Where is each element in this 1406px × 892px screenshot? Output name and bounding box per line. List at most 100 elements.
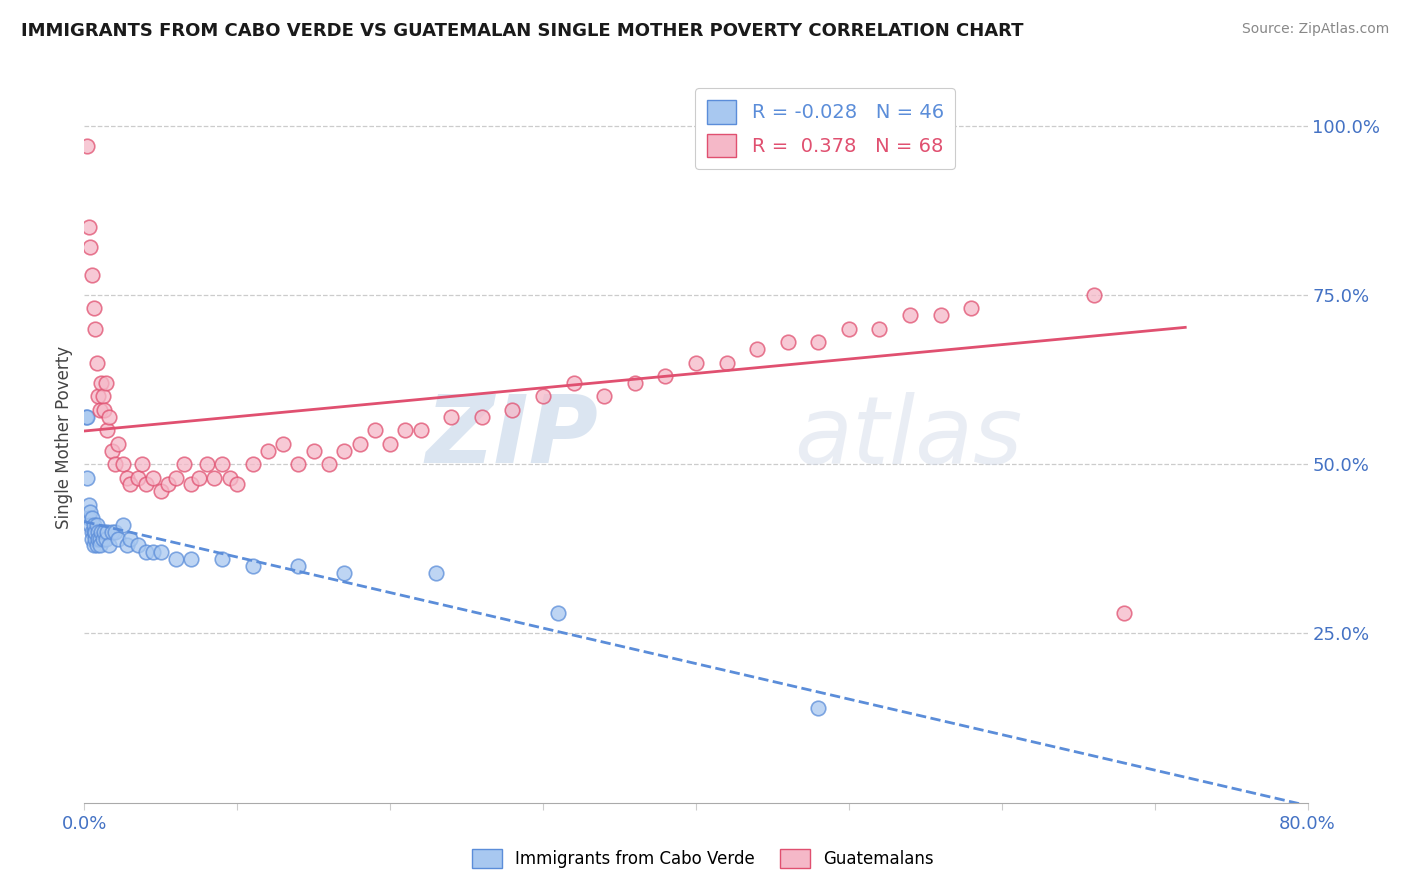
Point [80,268,103,282]
Point [127,538,149,552]
Point [747,342,769,356]
Point [76,139,98,153]
Point [380,437,402,451]
Point [157,477,180,491]
Point [226,477,249,491]
Point [104,524,127,539]
Point [93,403,115,417]
Point [111,518,134,533]
Point [76,471,98,485]
Point [547,606,569,620]
Point [115,538,138,552]
Point [77,498,100,512]
Point [211,552,233,566]
Point [93,524,115,539]
Point [84,322,107,336]
Point [149,545,172,559]
Point [142,471,165,485]
Point [89,532,111,546]
Point [76,409,98,424]
Point [394,423,416,437]
Point [188,471,211,485]
Text: ZIP: ZIP [425,391,598,483]
Point [87,389,110,403]
Point [86,355,108,369]
Point [87,532,110,546]
Point [90,524,112,539]
Point [318,457,340,471]
Point [409,423,432,437]
Point [333,566,356,580]
Point [83,538,105,552]
Point [101,524,124,539]
Point [211,457,233,471]
Point [115,471,138,485]
Point [364,423,387,437]
Point [195,457,218,471]
Point [97,409,120,424]
Point [135,477,157,491]
Point [120,532,142,546]
Point [202,471,225,485]
Point [242,558,264,573]
Point [180,552,202,566]
Point [91,532,114,546]
Point [101,443,124,458]
Point [302,443,325,458]
Point [79,518,101,533]
Point [94,376,117,390]
Point [107,437,129,451]
Point [218,471,240,485]
Point [562,376,585,390]
Point [84,524,107,539]
Point [271,437,294,451]
Point [131,457,153,471]
Point [1083,288,1105,302]
Point [75,409,97,424]
Point [80,532,103,546]
Point [79,505,101,519]
Point [838,322,860,336]
Point [89,538,111,552]
Legend: R = -0.028   N = 46, R =  0.378   N = 68: R = -0.028 N = 46, R = 0.378 N = 68 [695,88,955,169]
Point [869,322,891,336]
Point [716,355,738,369]
Point [654,369,676,384]
Point [242,457,264,471]
Y-axis label: Single Mother Poverty: Single Mother Poverty [55,345,73,529]
Legend: Immigrants from Cabo Verde, Guatemalans: Immigrants from Cabo Verde, Guatemalans [465,842,941,875]
Point [165,552,187,566]
Point [960,301,983,316]
Point [333,443,356,458]
Point [593,389,616,403]
Point [776,335,799,350]
Point [84,532,107,546]
Point [471,409,494,424]
Text: IMMIGRANTS FROM CABO VERDE VS GUATEMALAN SINGLE MOTHER POVERTY CORRELATION CHART: IMMIGRANTS FROM CABO VERDE VS GUATEMALAN… [21,22,1024,40]
Point [1114,606,1136,620]
Point [624,376,647,390]
Point [135,545,157,559]
Point [83,524,105,539]
Point [83,518,105,533]
Point [440,409,463,424]
Point [80,524,103,539]
Point [120,477,142,491]
Text: atlas: atlas [794,392,1022,483]
Point [86,518,108,533]
Point [86,538,108,552]
Point [898,308,921,322]
Point [127,471,149,485]
Point [77,220,100,235]
Point [425,566,447,580]
Point [90,376,112,390]
Point [77,511,100,525]
Point [94,532,117,546]
Point [97,538,120,552]
Point [111,457,134,471]
Point [79,240,101,254]
Point [287,558,309,573]
Point [89,403,111,417]
Point [807,701,830,715]
Point [685,355,707,369]
